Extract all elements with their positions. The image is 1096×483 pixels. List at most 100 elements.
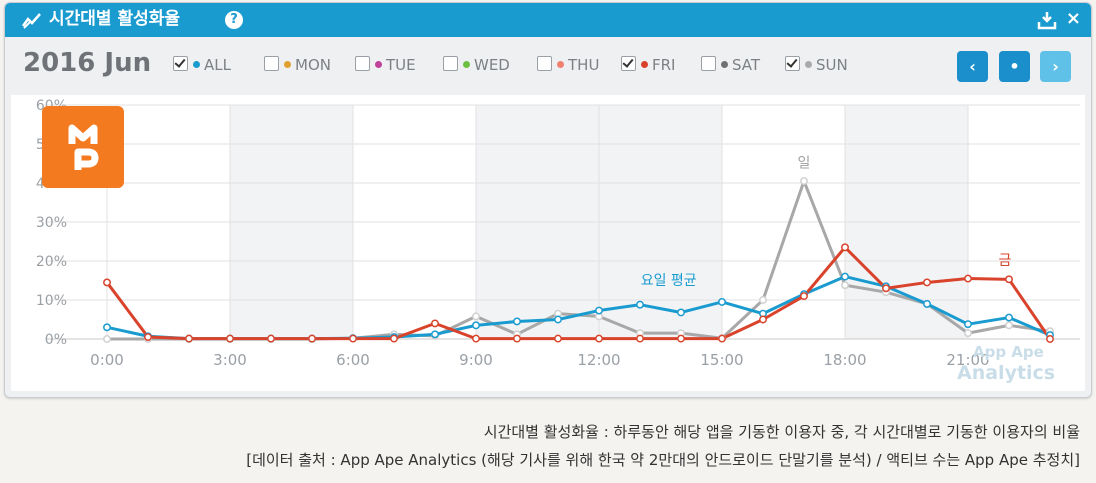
next-button[interactable]: › — [1040, 51, 1071, 82]
data-point-fri — [554, 334, 562, 343]
logo-mark — [68, 124, 99, 170]
series-annotation: 요일 평균 — [641, 273, 697, 289]
data-point-sun — [1005, 321, 1013, 330]
x-tick-label: 3:00 — [213, 351, 247, 369]
chart-area: 0%10%20%30%40%50%60%0:003:006:009:0012:0… — [11, 95, 1085, 391]
checkbox[interactable] — [621, 56, 636, 71]
data-point-sun — [800, 177, 808, 186]
checkbox[interactable] — [355, 56, 370, 71]
data-point-sun — [841, 281, 849, 290]
data-point-fri — [513, 334, 521, 343]
watermark: Analytics — [957, 362, 1055, 384]
data-point-fri — [1046, 335, 1054, 343]
data-point-all — [964, 320, 972, 329]
series-dot — [805, 61, 812, 68]
today-button[interactable]: • — [999, 51, 1030, 82]
series-dot — [641, 61, 648, 68]
data-point-all — [554, 315, 562, 324]
legend-label: SUN — [816, 56, 848, 74]
help-icon[interactable]: ? — [225, 11, 243, 29]
series-annotation: 금 — [998, 253, 1011, 269]
data-point-all — [1005, 313, 1013, 322]
data-point-all — [718, 298, 726, 306]
series-dot — [463, 61, 470, 68]
x-tick-label: 6:00 — [336, 351, 370, 369]
watermark: App Ape — [973, 343, 1044, 361]
data-point-fri — [677, 334, 685, 343]
data-point-fri — [595, 334, 603, 343]
app-logo — [42, 106, 124, 188]
data-point-fri — [349, 334, 357, 343]
y-tick-label: 30% — [36, 215, 67, 231]
checkbox[interactable] — [701, 56, 716, 71]
data-point-fri — [923, 278, 931, 287]
footnote-source: [데이터 출처 : App Ape Analytics (해당 기사를 위해 한… — [246, 451, 1080, 469]
data-point-sun — [472, 312, 480, 321]
y-tick-label: 10% — [36, 293, 67, 309]
checkbox[interactable] — [173, 56, 188, 71]
series-dot — [375, 61, 382, 68]
chart-panel: 시간대별 활성화율 ? × 2016 Jun ALL MON TUE WED T… — [4, 2, 1092, 398]
data-point-fri — [431, 319, 439, 328]
series-line-fri — [105, 245, 1052, 341]
data-point-all — [103, 323, 111, 332]
x-tick-label: 0:00 — [90, 351, 124, 369]
data-point-fri — [390, 334, 398, 343]
close-icon[interactable]: × — [1065, 8, 1081, 29]
x-tick-label: 9:00 — [459, 351, 493, 369]
period-label: 2016 Jun — [23, 48, 152, 78]
data-point-fri — [759, 315, 767, 324]
data-point-sun — [103, 335, 111, 343]
x-tick-label: 12:00 — [577, 351, 620, 369]
data-point-all — [923, 299, 931, 308]
checkbox[interactable] — [785, 56, 800, 71]
footnote-definition: 시간대별 활성화율 : 하루동안 해당 앱을 기동한 이용자 중, 각 시간대별… — [483, 423, 1080, 441]
legend-label: MON — [295, 56, 331, 74]
data-point-fri — [841, 243, 849, 252]
data-point-fri — [144, 333, 152, 342]
download-icon[interactable] — [1037, 10, 1057, 30]
data-point-all — [677, 308, 685, 317]
data-point-all — [472, 321, 480, 330]
data-point-fri — [636, 334, 644, 343]
legend-label: THU — [568, 56, 600, 74]
checkbox[interactable] — [264, 56, 279, 71]
legend-label: ALL — [204, 56, 231, 74]
data-point-fri — [308, 334, 316, 343]
data-point-fri — [800, 292, 808, 301]
x-tick-label: 15:00 — [700, 351, 743, 369]
series-dot — [193, 61, 200, 68]
y-tick-label: 0% — [45, 332, 67, 348]
trend-icon — [21, 13, 41, 29]
checkbox[interactable] — [443, 56, 458, 71]
x-tick-label: 21:00 — [946, 351, 989, 369]
y-tick-label: 20% — [36, 254, 67, 270]
legend-label: TUE — [386, 56, 416, 74]
data-point-fri — [882, 284, 890, 293]
checkbox[interactable] — [537, 56, 552, 71]
legend-label: WED — [474, 56, 510, 74]
prev-button[interactable]: ‹ — [957, 51, 988, 82]
data-point-all — [841, 272, 849, 281]
data-point-fri — [226, 334, 234, 343]
series-annotation: 일 — [798, 155, 811, 171]
data-point-all — [513, 317, 521, 326]
panel-header: 시간대별 활성화율 ? × — [5, 3, 1091, 37]
data-point-sun — [759, 296, 767, 304]
data-point-sun — [964, 329, 972, 338]
panel-title: 시간대별 활성화율 — [49, 9, 181, 29]
series-dot — [284, 61, 291, 68]
legend-label: SAT — [732, 56, 761, 74]
data-point-all — [595, 306, 603, 315]
data-point-fri — [267, 334, 275, 343]
data-point-fri — [472, 334, 480, 343]
data-point-fri — [718, 334, 726, 343]
data-point-all — [636, 300, 644, 309]
series-dot — [557, 61, 564, 68]
data-point-fri — [1005, 275, 1013, 284]
data-point-fri — [185, 334, 193, 343]
data-point-fri — [103, 278, 111, 287]
legend-label: FRI — [652, 56, 676, 74]
data-point-fri — [964, 274, 972, 283]
x-tick-label: 18:00 — [823, 351, 866, 369]
